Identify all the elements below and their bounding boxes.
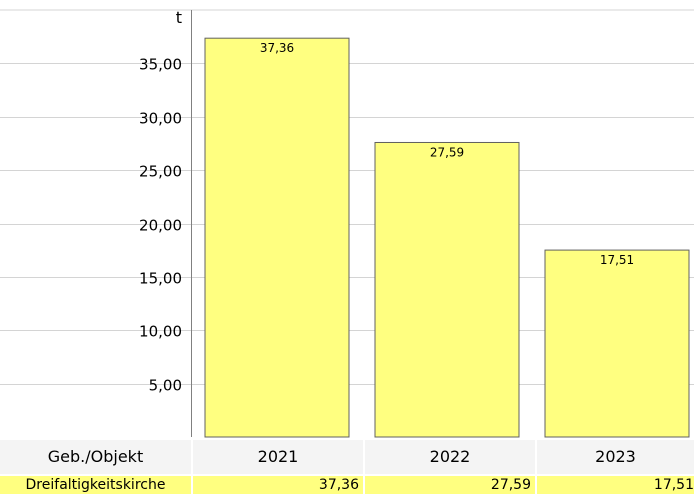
y-tick-label: 20,00 — [139, 217, 182, 235]
bar-2021 — [204, 37, 350, 438]
bar-2023 — [544, 249, 690, 438]
table-cell-2022: 27,59 — [365, 476, 535, 494]
table-header-2023: 2023 — [537, 440, 694, 474]
axes: 5,00 10,00 15,00 20,00 25,00 30,00 35,00 — [139, 10, 192, 437]
data-label-2022: 27,59 — [430, 145, 464, 159]
table-cell-2021: 37,36 — [193, 476, 363, 494]
table-header-object: Geb./Objekt — [0, 440, 191, 474]
bars: 37,36 27,59 17,51 — [204, 37, 690, 438]
table-header-2021: 2021 — [193, 440, 363, 474]
data-label-2021: 37,36 — [260, 41, 294, 55]
table-cell-2023: 17,51 — [537, 476, 694, 494]
table-header-2022: 2022 — [365, 440, 535, 474]
y-tick-label: 35,00 — [139, 56, 182, 74]
bar-2022 — [374, 141, 520, 438]
y-tick-label: 10,00 — [139, 323, 182, 341]
y-tick-label: 5,00 — [149, 377, 182, 395]
y-tick-label: 15,00 — [139, 270, 182, 288]
data-label-2023: 17,51 — [600, 253, 634, 267]
y-axis-unit-label: t — [176, 8, 182, 27]
bar-chart: 37,36 27,59 17,51 5,00 10,00 15,00 20,00 25,00… — [0, 8, 694, 438]
y-tick-label: 30,00 — [139, 110, 182, 128]
y-tick-label: 25,00 — [139, 163, 182, 181]
table-row-name: Dreifaltigkeitskirche — [0, 476, 191, 494]
